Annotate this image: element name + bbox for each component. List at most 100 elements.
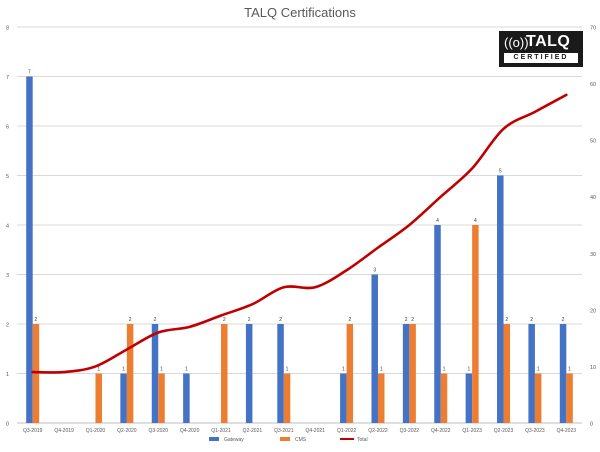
x-tick-label: Q4-2020 [180,428,200,434]
bar-cms [534,373,542,423]
bar-data-label: 1 [122,367,125,373]
x-tick-label: Q1-2022 [337,428,357,434]
bar-gateway [402,324,410,423]
signal-icon: ((o)) [504,35,529,50]
x-tick-label: Q3-2021 [274,428,294,434]
y-right-tick-label: 70 [590,26,596,32]
bar-gateway [528,324,535,423]
x-tick-label: Q3-2022 [400,428,420,434]
bar-data-label: 2 [405,317,408,323]
bar-gateway [559,324,567,423]
bar-data-label: 1 [443,367,446,373]
bar-gateway [245,324,253,423]
talq-certified-logo: ((o)) TALQ CERTIFIED [499,31,583,67]
bar-gateway [497,175,504,423]
y-left-tick-label: 0 [6,422,9,428]
bar-data-label: 1 [467,367,470,373]
bar-data-label: 1 [97,367,100,373]
bar-data-label: 2 [279,317,282,323]
bar-gateway [26,76,33,423]
bar-cms [95,373,102,423]
bar-data-label: 1 [380,367,383,373]
x-tick-label: Q4-2022 [431,428,451,434]
y-left-tick-label: 2 [6,323,9,329]
y-left-tick-label: 4 [6,224,9,230]
bar-data-label: 4 [474,218,477,224]
bar-data-label: 5 [499,169,502,175]
y-right-tick-label: 10 [590,365,596,371]
bar-data-label: 4 [436,218,439,224]
bar-data-label: 2 [129,317,132,323]
bar-data-label: 1 [568,367,571,373]
x-tick-label: Q4-2019 [54,428,74,434]
logo-certified-banner: CERTIFIED [504,53,578,63]
y-right-tick-label: 60 [590,82,596,88]
bar-data-label: 2 [348,317,351,323]
bar-data-label: 1 [342,367,345,373]
bar-data-label: 1 [160,367,163,373]
y-left-tick-label: 7 [6,75,9,81]
x-tick-label: Q1-2023 [462,428,482,434]
bar-gateway [371,274,378,423]
x-tick-label: Q1-2021 [211,428,231,434]
bar-cms [126,324,134,423]
y-right-tick-label: 30 [590,252,596,258]
legend-swatch-gateway [209,437,219,441]
bar-cms [221,324,228,423]
bar-data-label: 1 [185,367,188,373]
y-right-tick-label: 40 [590,195,596,201]
legend-label: CMS [295,437,307,443]
x-tick-label: Q4-2021 [305,428,325,434]
bar-data-label: 1 [286,367,289,373]
x-tick-label: Q2-2020 [117,428,137,434]
bar-gateway [183,373,190,423]
series-line-total [31,93,568,374]
bar-cms [346,324,354,423]
legend-label: Total [357,437,368,443]
x-tick-label: Q1-2020 [86,428,106,434]
x-tick-label: Q2-2022 [368,428,388,434]
bar-cms [503,324,511,423]
x-tick-label: Q3-2020 [149,428,169,434]
y-left-tick-label: 1 [6,372,9,378]
y-left-tick-label: 6 [6,125,9,131]
bar-gateway [151,324,159,423]
x-tick-label: Q2-2023 [494,428,514,434]
x-tick-label: Q3-2019 [23,428,43,434]
bar-data-label: 2 [154,317,157,323]
bar-gateway [120,373,127,423]
bar-cms [32,324,40,423]
chart-title: TALQ Certifications [244,5,356,20]
bar-gateway [465,373,473,423]
bar-data-label: 1 [537,367,540,373]
bar-cms [283,373,291,423]
bar-cms [377,373,385,423]
bar-cms [158,373,165,423]
x-tick-label: Q3-2023 [525,428,545,434]
y-left-tick-label: 5 [6,174,9,180]
logo-wordmark: TALQ [526,33,571,50]
bar-data-label: 2 [505,317,508,323]
bar-cms [409,324,416,423]
bar-data-label: 3 [373,268,376,274]
bar-data-label: 2 [35,317,38,323]
legend-swatch-cms [280,437,290,441]
y-right-tick-label: 50 [590,139,596,145]
bar-cms [566,373,573,423]
bar-data-label: 2 [562,317,565,323]
bar-gateway [434,225,441,423]
bar-data-label: 2 [411,317,414,323]
bar-cms [472,225,479,423]
bar-gateway [277,324,284,423]
bar-data-label: 2 [530,317,533,323]
y-right-tick-label: 0 [590,422,593,428]
bar-data-label: 7 [28,70,31,76]
bar-cms [440,373,448,423]
y-left-tick-label: 3 [6,273,9,279]
legend-label: Gateway [224,437,244,443]
y-left-tick-label: 8 [6,26,9,32]
x-tick-label: Q4-2023 [557,428,577,434]
x-tick-label: Q2-2021 [243,428,263,434]
y-right-tick-label: 20 [590,308,596,314]
